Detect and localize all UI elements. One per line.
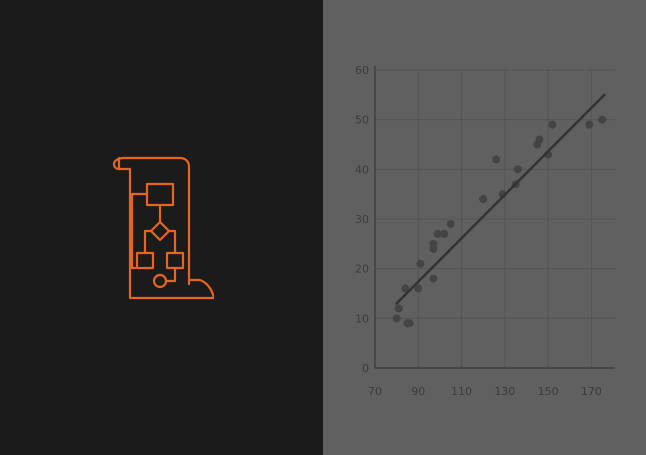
flowchart-scroll-icon bbox=[112, 156, 214, 300]
data-point bbox=[392, 314, 401, 323]
y-tick-label: 60 bbox=[355, 64, 369, 77]
scatter-chart: 0 10 20 30 40 50 60 70 90 110 130 150 170 bbox=[355, 64, 615, 398]
chart-grid bbox=[375, 69, 615, 368]
x-tick-label: 90 bbox=[411, 385, 425, 398]
y-tick-label: 40 bbox=[355, 163, 369, 176]
y-tick-label: 10 bbox=[355, 312, 369, 325]
trendline bbox=[395, 93, 606, 305]
data-point bbox=[479, 195, 488, 204]
data-point bbox=[429, 239, 438, 248]
data-point bbox=[414, 284, 423, 293]
data-point bbox=[598, 115, 607, 124]
trendline-layer bbox=[395, 93, 606, 305]
data-point bbox=[535, 135, 544, 144]
x-tick-label: 110 bbox=[451, 385, 472, 398]
data-point bbox=[446, 219, 455, 228]
x-tick-label: 170 bbox=[581, 385, 602, 398]
left-panel bbox=[0, 0, 323, 455]
data-point bbox=[585, 120, 594, 129]
data-point bbox=[440, 229, 449, 238]
data-point bbox=[394, 304, 403, 313]
data-point bbox=[429, 274, 438, 283]
x-tick-label: 150 bbox=[538, 385, 559, 398]
y-tick-label: 0 bbox=[362, 362, 369, 375]
data-point bbox=[405, 319, 414, 328]
chart-axes bbox=[374, 66, 615, 369]
y-tick-label: 20 bbox=[355, 263, 369, 276]
y-tick-label: 30 bbox=[355, 213, 369, 226]
y-tick-label: 50 bbox=[355, 114, 369, 127]
data-point bbox=[433, 229, 442, 238]
data-point bbox=[513, 165, 522, 174]
data-point bbox=[548, 120, 557, 129]
right-panel bbox=[323, 0, 646, 455]
scatter-points bbox=[392, 115, 607, 328]
data-point bbox=[492, 155, 501, 164]
data-point bbox=[416, 259, 425, 268]
x-tick-label: 130 bbox=[494, 385, 515, 398]
data-point bbox=[401, 284, 410, 293]
tick-labels: 0 10 20 30 40 50 60 70 90 110 130 150 170 bbox=[355, 64, 602, 398]
x-tick-label: 70 bbox=[368, 385, 382, 398]
